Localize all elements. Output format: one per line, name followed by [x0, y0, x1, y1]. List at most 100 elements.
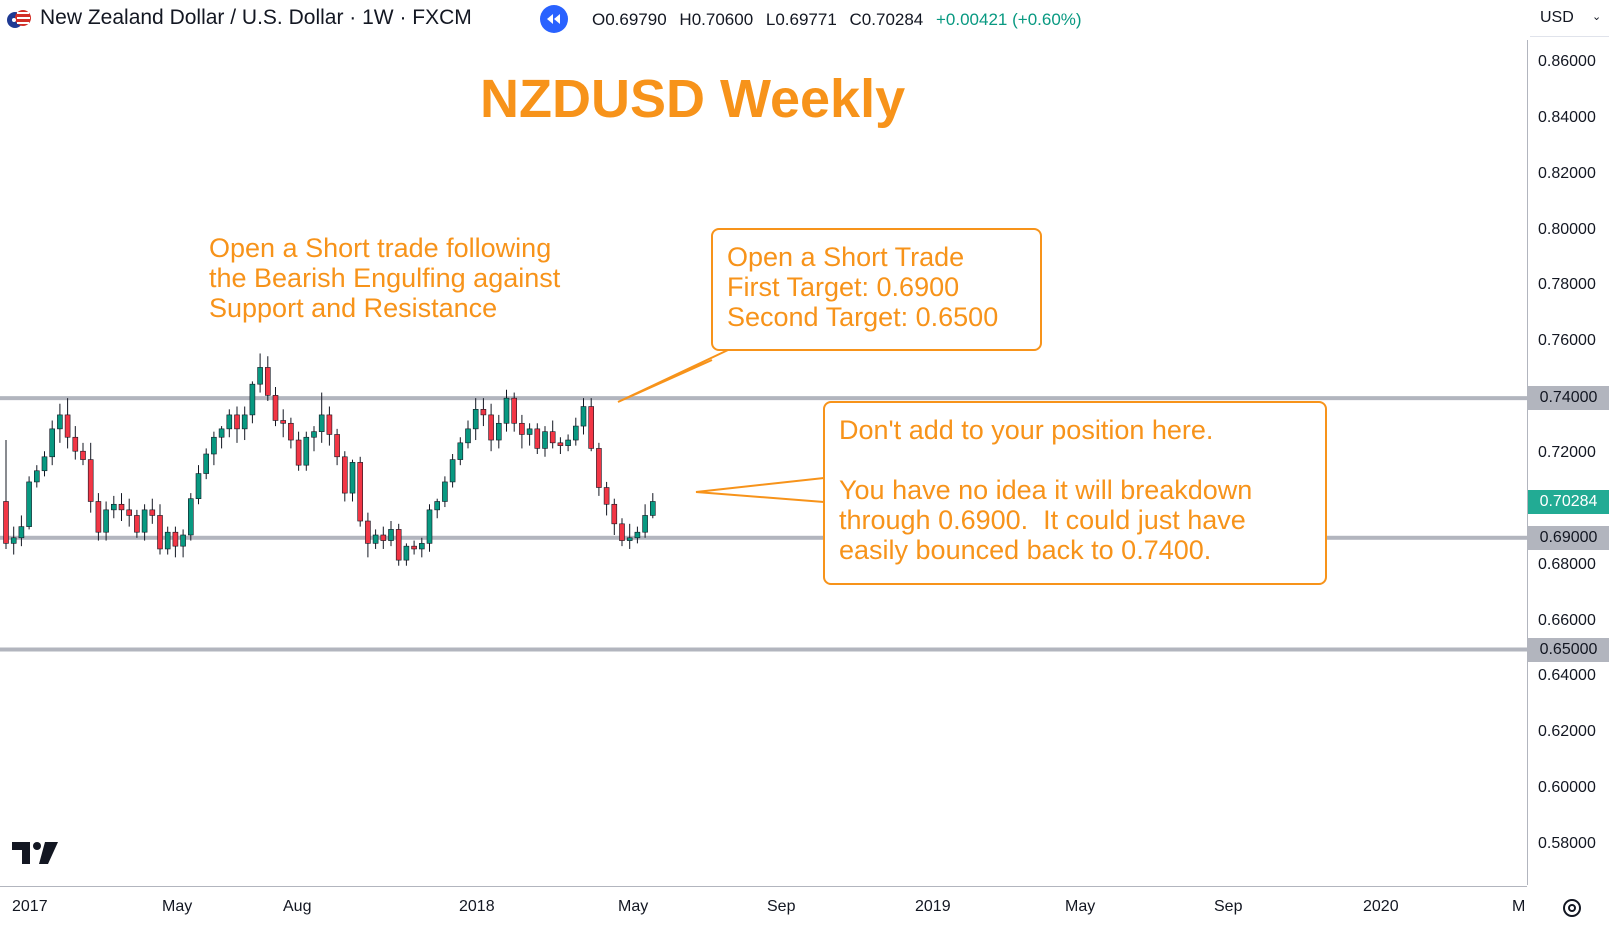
candle-body[interactable]	[180, 534, 186, 547]
candle-body[interactable]	[33, 470, 40, 483]
candle-body[interactable]	[426, 509, 433, 544]
candle-body[interactable]	[388, 529, 394, 541]
candle-body[interactable]	[49, 428, 56, 458]
candle-body[interactable]	[588, 406, 595, 449]
candle-body[interactable]	[126, 509, 132, 516]
candle-body[interactable]	[280, 420, 287, 424]
candle-body[interactable]	[195, 473, 202, 499]
candle-body[interactable]	[596, 448, 602, 488]
candle-body[interactable]	[611, 503, 618, 525]
candle-body[interactable]	[542, 431, 548, 449]
candle-body[interactable]	[449, 459, 456, 483]
candle-body[interactable]	[619, 523, 625, 541]
candle-body[interactable]	[295, 439, 302, 466]
candle-body[interactable]	[157, 515, 163, 550]
candle-body[interactable]	[457, 442, 464, 460]
candle-body[interactable]	[519, 422, 525, 435]
candle-body[interactable]	[164, 531, 171, 550]
candle-body[interactable]	[18, 526, 25, 539]
candle-body[interactable]	[395, 529, 402, 561]
candle-body[interactable]	[526, 428, 533, 435]
candle-body[interactable]	[357, 462, 364, 522]
time-axis-border	[0, 886, 1527, 887]
candle-body[interactable]	[95, 501, 102, 533]
tradingview-logo[interactable]	[12, 842, 58, 864]
replay-icon[interactable]	[540, 5, 568, 33]
candle-body[interactable]	[326, 414, 333, 435]
candle-body[interactable]	[480, 409, 487, 416]
candle-body[interactable]	[534, 428, 541, 449]
candle-body[interactable]	[188, 498, 194, 536]
candle-body[interactable]	[172, 531, 179, 547]
candle-body[interactable]	[372, 534, 379, 544]
candle-body[interactable]	[318, 414, 325, 432]
candle-body[interactable]	[311, 431, 317, 438]
time-axis-label: 2017	[12, 898, 48, 915]
candle-body[interactable]	[226, 414, 233, 430]
settings-icon[interactable]	[1560, 896, 1584, 920]
candle-body[interactable]	[141, 509, 148, 533]
candle-body[interactable]	[549, 431, 556, 444]
candle-body[interactable]	[380, 534, 387, 541]
candle-body[interactable]	[234, 414, 240, 430]
candle-body[interactable]	[257, 367, 263, 385]
candle-body[interactable]	[87, 459, 94, 502]
candle-body[interactable]	[465, 428, 471, 444]
candle-body[interactable]	[149, 509, 156, 516]
candle-body[interactable]	[249, 383, 256, 416]
candle-body[interactable]	[511, 397, 518, 424]
candle-body[interactable]	[649, 501, 656, 516]
candle-body[interactable]	[288, 422, 294, 441]
candle-body[interactable]	[103, 509, 109, 533]
candle-body[interactable]	[634, 531, 641, 539]
candle-body[interactable]	[26, 481, 32, 527]
candle-body[interactable]	[334, 434, 340, 458]
candle-body[interactable]	[434, 501, 441, 511]
candle-body[interactable]	[603, 487, 610, 505]
candle-body[interactable]	[211, 436, 217, 455]
candle-body[interactable]	[403, 545, 410, 561]
symbol-title[interactable]: New Zealand Dollar / U.S. Dollar · 1W · …	[40, 6, 472, 29]
candle-body[interactable]	[472, 409, 479, 430]
candle-body[interactable]	[572, 425, 579, 441]
candle-body[interactable]	[495, 422, 502, 441]
candle-body[interactable]	[418, 543, 425, 550]
candle-body[interactable]	[503, 397, 510, 424]
candle-body[interactable]	[411, 545, 417, 550]
candle-body[interactable]	[64, 414, 71, 438]
candle-body[interactable]	[72, 436, 79, 452]
candle-body[interactable]	[642, 515, 648, 533]
level-line-0.65[interactable]	[0, 647, 1527, 652]
candle-body[interactable]	[203, 453, 209, 474]
candle-body[interactable]	[365, 520, 371, 544]
candle-body[interactable]	[626, 537, 633, 541]
candle-body[interactable]	[349, 462, 356, 494]
candle-body[interactable]	[272, 395, 279, 421]
level-line-0.74[interactable]	[0, 396, 1527, 401]
candle-body[interactable]	[488, 414, 494, 441]
candle-body[interactable]	[118, 503, 125, 511]
candle-body[interactable]	[580, 406, 587, 427]
chevron-down-icon: ⌄	[1592, 11, 1602, 23]
candle-body[interactable]	[10, 537, 17, 544]
candle-body[interactable]	[303, 436, 310, 466]
candle-body[interactable]	[80, 450, 86, 460]
candlestick-chart[interactable]	[0, 40, 1527, 886]
candle-body[interactable]	[218, 428, 225, 438]
candle-body[interactable]	[41, 456, 48, 472]
currency-selector[interactable]: USD ⌄	[1530, 0, 1609, 37]
candle-body[interactable]	[557, 442, 564, 446]
level-line-0.69[interactable]	[0, 535, 1527, 540]
candle-body[interactable]	[264, 367, 271, 396]
candle-body[interactable]	[57, 414, 63, 430]
candle-body[interactable]	[134, 515, 140, 533]
candle-body[interactable]	[341, 456, 348, 494]
candle-body[interactable]	[565, 439, 571, 446]
candle-body[interactable]	[442, 481, 448, 502]
candle-body[interactable]	[241, 414, 248, 430]
price-axis-label: 0.68000	[1538, 555, 1596, 573]
callout-warning-pointer	[695, 477, 825, 503]
candle-body[interactable]	[3, 501, 9, 544]
candle-body[interactable]	[111, 503, 117, 511]
time-axis-label: M	[1512, 898, 1526, 915]
